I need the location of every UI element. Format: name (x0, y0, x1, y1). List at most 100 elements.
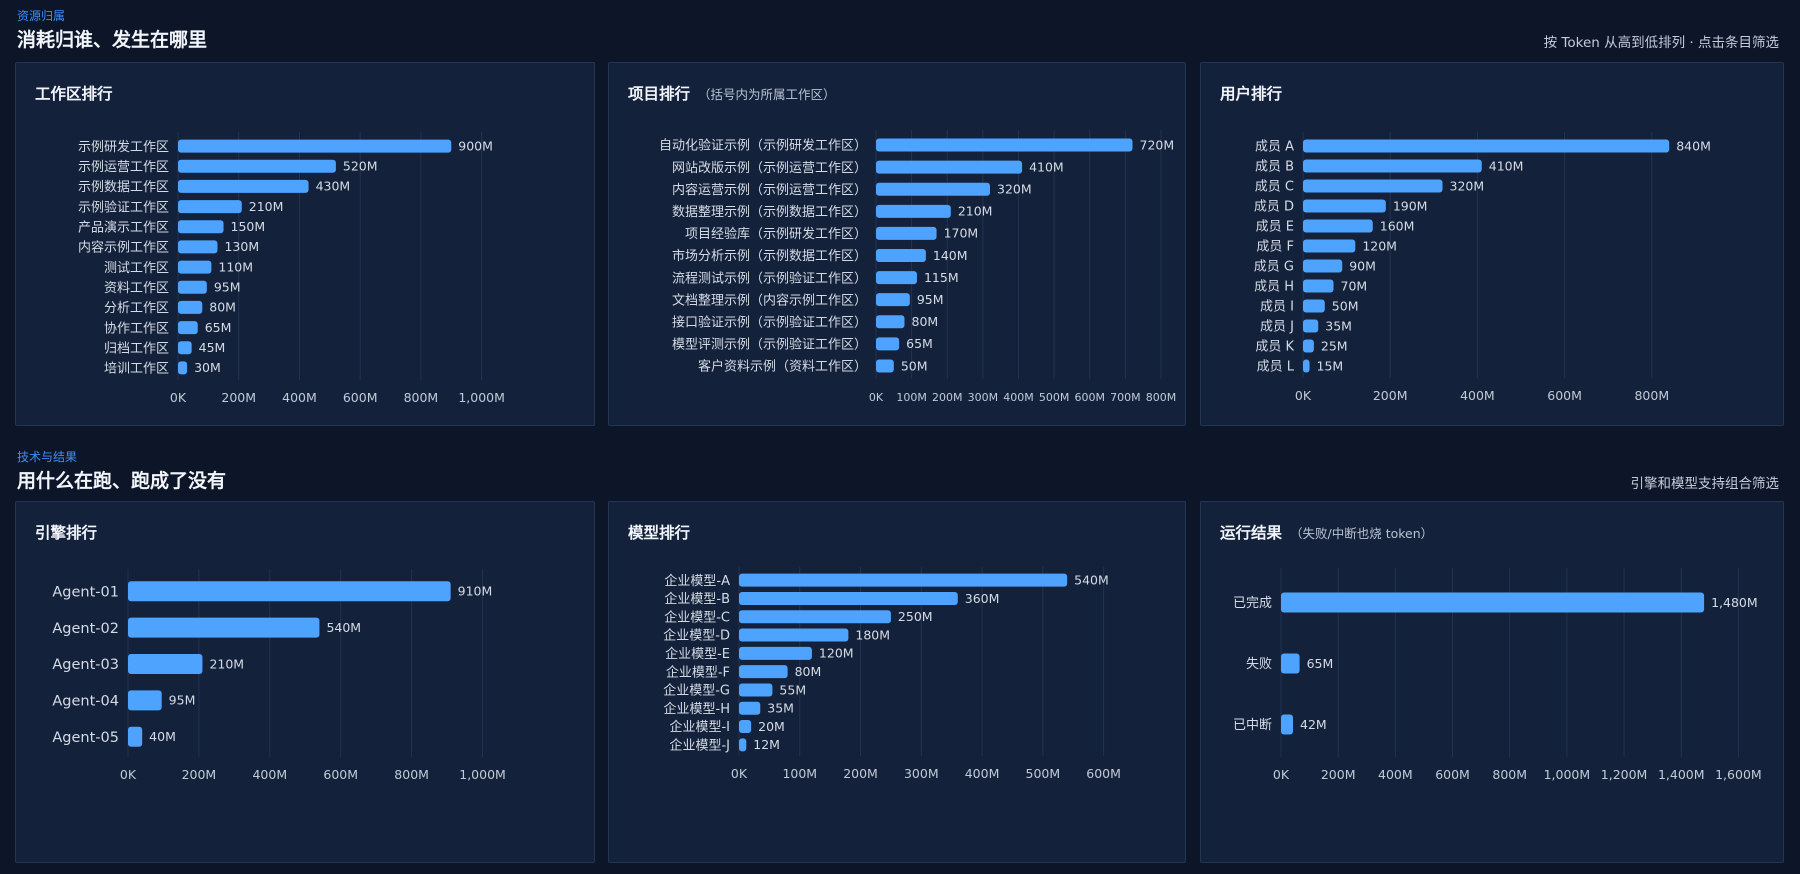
bar (128, 617, 320, 638)
value-label: 110M (218, 259, 253, 274)
category-label: Agent-01 (52, 584, 119, 600)
value-label: 120M (1362, 238, 1397, 253)
category-label: 企业模型-J (669, 738, 730, 754)
category-label: 企业模型-I (669, 719, 730, 735)
bar (876, 226, 937, 240)
value-label: 35M (1325, 318, 1352, 333)
value-label: 65M (906, 336, 933, 351)
panel-title: 模型排行 (628, 521, 690, 543)
bar (739, 610, 891, 624)
project-ranking-panel: 项目排行 （括号内为所属工作区） 0K 100M 200M 300M 400M 500M 60… (608, 62, 1186, 426)
x-tick-label: 600M (1075, 391, 1106, 404)
bar (1303, 279, 1334, 293)
x-tick-label: 0K (1273, 767, 1290, 782)
value-label: 210M (958, 204, 993, 219)
x-tick-label: 800M (1146, 391, 1177, 404)
value-label: 1,480M (1711, 595, 1758, 610)
value-label: 95M (917, 292, 944, 307)
category-label: Agent-05 (52, 730, 119, 746)
x-tick-label: 800M (404, 390, 439, 405)
bar (178, 159, 336, 173)
value-label: 65M (1307, 656, 1334, 671)
category-label: 网站改版示例（示例运营工作区） (672, 161, 867, 176)
panel-title: 项目排行 （括号内为所属工作区） (628, 82, 836, 104)
category-label: 企业模型-G (663, 683, 730, 699)
x-tick-label: 200M (843, 766, 878, 781)
x-tick-label: 1,000M (458, 390, 505, 405)
bar (1281, 714, 1294, 735)
category-label: Agent-02 (52, 621, 119, 637)
bar (178, 220, 224, 234)
x-tick-label: 800M (1492, 767, 1527, 782)
bar (739, 591, 958, 605)
category-label: 成员 A (1255, 140, 1294, 155)
category-label: 成员 L (1257, 360, 1295, 375)
section-tag: 资源归属 (17, 9, 66, 23)
x-tick-label: 600M (323, 767, 358, 782)
x-tick-label: 400M (1460, 388, 1495, 403)
value-label: 20M (758, 719, 785, 734)
x-tick-label: 800M (394, 767, 429, 782)
value-label: 520M (343, 159, 378, 174)
x-tick-label: 1,400M (1658, 767, 1705, 782)
category-label: 内容运营示例（示例运营工作区） (672, 182, 867, 198)
section-title: 用什么在跑、跑成了没有 (17, 470, 227, 492)
value-label: 210M (249, 199, 284, 214)
value-label: 55M (779, 682, 806, 697)
category-label: 资料工作区 (104, 281, 169, 296)
category-label: 项目经验库（示例研发工作区） (685, 226, 867, 242)
x-tick-label: 200M (1321, 767, 1356, 782)
panel-title-text: 模型排行 (628, 524, 691, 542)
bar (128, 654, 203, 674)
category-label: 企业模型-C (664, 609, 730, 625)
category-label: 归档工作区 (104, 341, 169, 356)
value-label: 80M (209, 300, 236, 315)
x-tick-label: 200M (932, 391, 963, 404)
x-tick-label: 0K (170, 390, 187, 405)
category-label: 企业模型-B (664, 591, 730, 607)
value-label: 170M (944, 226, 979, 241)
x-tick-label: 0K (731, 766, 748, 781)
value-label: 910M (458, 584, 493, 599)
category-label: 成员 F (1256, 240, 1294, 255)
category-label: 企业模型-A (664, 573, 730, 589)
x-tick-label: 100M (782, 766, 817, 781)
x-tick-label: 600M (343, 390, 378, 405)
x-tick-label: 200M (182, 767, 217, 782)
bar (876, 204, 951, 218)
bar (1303, 159, 1482, 173)
bar (178, 280, 207, 294)
user-ranking-chart: 0K 200M 400M 600M 800M 成员 A 840M 成员 B 410M 成员 C 32… (1254, 132, 1711, 403)
bar (178, 139, 452, 153)
bar (178, 300, 203, 314)
value-label: 70M (1341, 278, 1368, 293)
bar (178, 179, 309, 193)
x-tick-label: 1,600M (1715, 767, 1762, 782)
bar (876, 337, 900, 351)
category-label: 企业模型-H (664, 701, 730, 717)
bar (739, 683, 773, 697)
x-tick-label: 1,000M (1544, 767, 1591, 782)
x-tick-label: 100M (896, 391, 927, 404)
bar (1303, 199, 1386, 213)
bar (876, 182, 990, 196)
category-label: 已中断 (1233, 718, 1272, 733)
bar (128, 690, 162, 711)
bar (1303, 219, 1373, 233)
value-label: 80M (795, 664, 822, 679)
value-label: 360M (965, 591, 1000, 606)
bar (1281, 653, 1300, 674)
x-tick-label: 600M (1435, 767, 1470, 782)
value-label: 90M (1349, 258, 1376, 273)
x-tick-label: 0K (120, 767, 137, 782)
user-ranking-panel: 用户排行 0K 200M 400M 600M 800M 成员 A 840M 成员 B 410M 成… (1200, 62, 1784, 426)
bar (178, 200, 242, 214)
bar (739, 738, 747, 752)
bar (876, 160, 1023, 174)
category-label: 分析工作区 (104, 301, 169, 316)
x-tick-label: 400M (965, 766, 1000, 781)
value-label: 430M (316, 179, 351, 194)
panel-title: 用户排行 (1220, 82, 1282, 104)
x-tick-label: 1,200M (1601, 767, 1648, 782)
panel-subtitle: （括号内为所属工作区） (698, 87, 836, 102)
